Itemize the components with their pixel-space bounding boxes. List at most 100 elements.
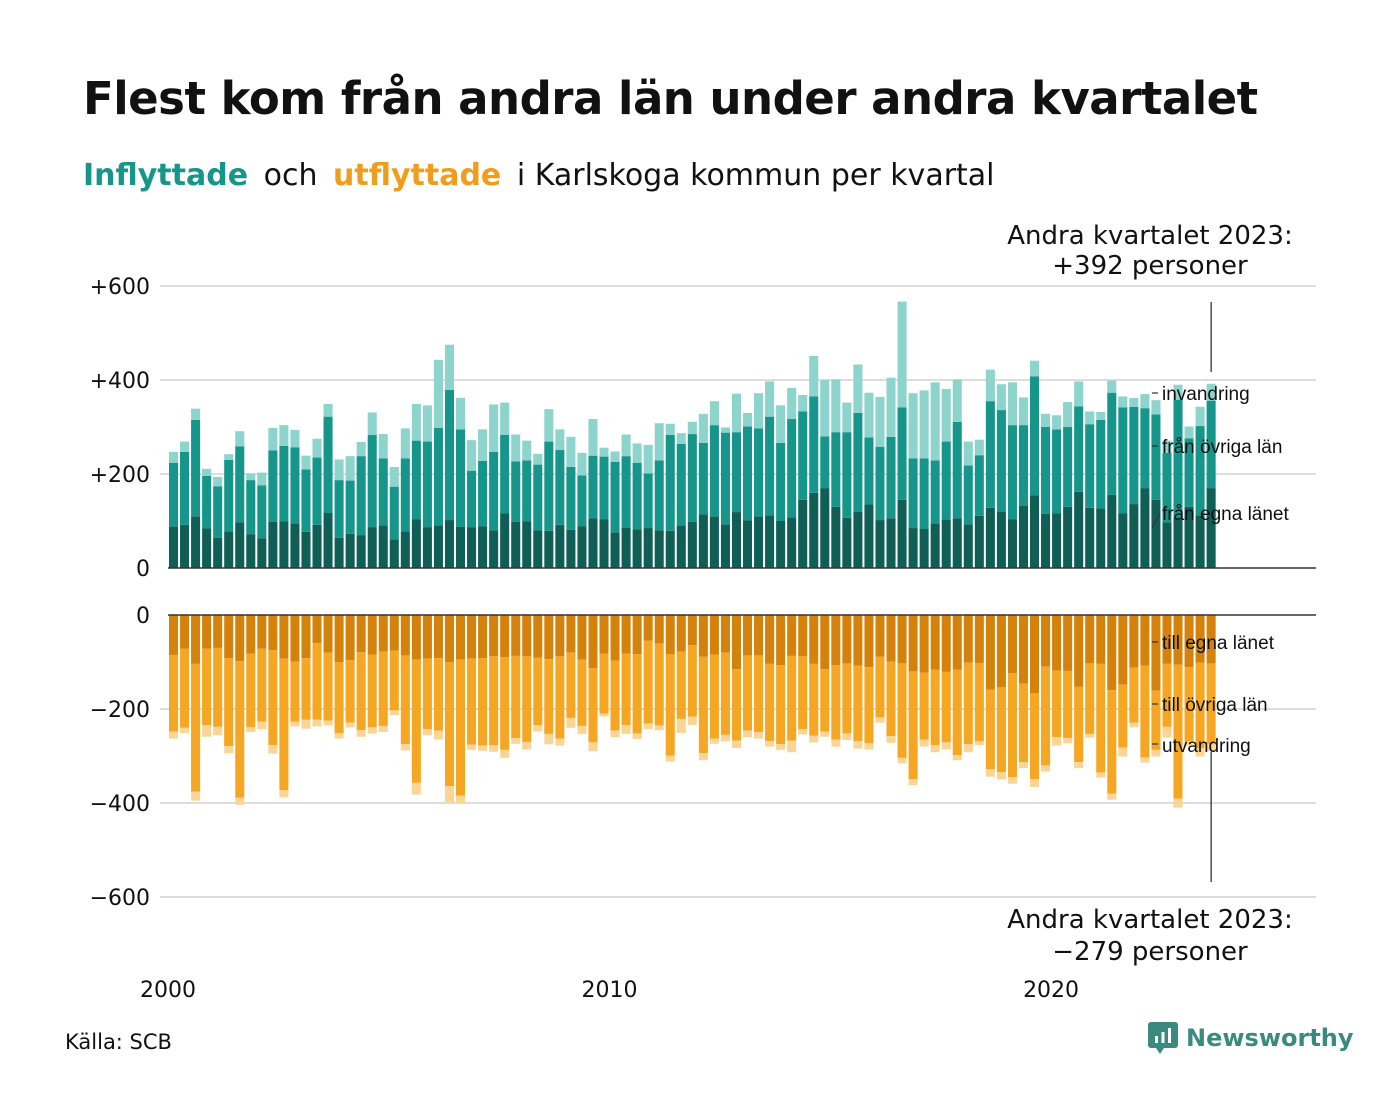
subtitle-rest: i Karlskoga kommun per kvartal [516,158,995,193]
bar-out-egna [356,615,366,653]
bar-out-utvandring [555,738,565,746]
bar-out-ovriga [1173,664,1183,799]
bar-out-ovriga [1063,670,1073,739]
bar-out-egna [1162,615,1172,664]
bar-in-invandring [422,405,432,442]
bar-out-utvandring [1107,793,1117,800]
bar-out-ovriga [1007,673,1017,778]
bar-in-ovriga [511,461,521,522]
bar-in-ovriga [842,432,852,518]
bottom-y-tick-label: −200 [90,698,150,723]
bar-out-ovriga [257,648,267,722]
bar-in-invandring [301,455,311,470]
bar-out-ovriga [533,657,543,725]
label-till-ovriga-lan: till övriga län [1162,695,1268,716]
bar-out-ovriga [400,655,410,745]
bar-in-invandring [1018,397,1029,426]
bar-out-ovriga [1018,683,1029,763]
bar-in-egna [864,504,874,568]
bar-in-egna [533,530,543,568]
bar-out-egna [168,615,179,655]
bar-out-egna [235,615,245,662]
bar-in-invandring [864,392,874,438]
bar-out-egna [290,615,300,662]
bar-in-invandring [235,431,245,447]
bar-in-egna [411,519,421,568]
bar-out-utvandring [1052,737,1062,746]
bar-in-invandring [1029,360,1040,377]
bar-in-egna [632,529,642,568]
bar-out-ovriga [444,662,454,787]
bar-out-utvandring [168,731,179,739]
bar-out-egna [963,615,973,663]
bar-out-egna [1029,615,1040,694]
bar-in-egna [279,521,289,568]
bar-in-invandring [1096,411,1106,420]
bar-out-utvandring [731,740,742,749]
bar-in-invandring [1173,384,1183,400]
bar-in-ovriga [566,466,576,530]
top-y-tick-label: +200 [90,463,150,488]
bar-out-egna [1129,615,1139,668]
bar-out-ovriga [665,654,675,756]
bar-in-ovriga [1162,452,1172,523]
bar-out-utvandring [930,745,940,753]
bar-out-ovriga [1184,667,1194,741]
bar-in-ovriga [202,475,212,529]
bar-in-invandring [676,433,686,444]
bar-in-ovriga [687,434,697,522]
bar-out-ovriga [643,640,653,724]
bar-out-ovriga [224,658,234,747]
bar-in-ovriga [191,419,201,517]
bar-in-ovriga [168,462,179,527]
bar-out-egna [621,615,631,654]
bar-in-ovriga [742,426,753,521]
bar-in-ovriga [963,465,973,525]
bar-out-utvandring [533,724,543,732]
top-annotation-title: Andra kvartalet 2023: [1007,221,1292,251]
bar-out-ovriga [246,653,256,728]
bar-out-ovriga [776,665,786,745]
bar-out-ovriga [676,651,686,719]
bar-out-ovriga [787,655,797,741]
bar-out-ovriga [599,653,609,714]
bar-in-invandring [257,472,267,486]
bar-out-utvandring [566,717,576,728]
bar-out-egna [687,615,697,646]
bar-out-egna [610,615,620,661]
bar-out-utvandring [853,740,863,749]
x-tick-label: 2010 [582,978,638,1000]
bar-in-egna [1107,494,1117,568]
bar-in-ovriga [787,419,797,518]
bar-out-utvandring [632,733,642,740]
bar-in-ovriga [709,425,719,517]
bar-in-ovriga [985,401,995,508]
bottom-annotation-title: Andra kvartalet 2023: [1007,905,1292,935]
bar-out-egna [1063,615,1073,671]
bar-in-ovriga [632,462,642,530]
top-y-tick-label: +600 [90,275,150,300]
bar-out-egna [411,615,421,660]
bar-out-utvandring [1151,749,1161,757]
bar-out-egna [213,615,223,648]
bar-in-ovriga [180,451,190,525]
bar-in-ovriga [897,407,907,500]
bar-out-egna [522,615,532,657]
bar-in-ovriga [268,450,278,522]
bar-in-egna [478,526,488,568]
bar-in-invandring [1074,381,1084,407]
bar-in-invandring [1129,397,1139,407]
bar-out-ovriga [433,658,443,731]
bar-out-utvandring [621,724,631,734]
bar-out-ovriga [478,658,488,746]
bar-out-utvandring [411,782,421,795]
bar-in-invandring [787,387,797,420]
bar-in-invandring [709,401,719,426]
bottom-y-tick-label: −600 [90,886,150,911]
bar-in-ovriga [1041,427,1051,514]
bar-in-invandring [1184,426,1194,439]
bar-out-ovriga [1074,686,1084,763]
bar-in-invandring [643,444,653,474]
x-tick-label: 2000 [140,978,196,1000]
bar-out-utvandring [191,791,201,801]
